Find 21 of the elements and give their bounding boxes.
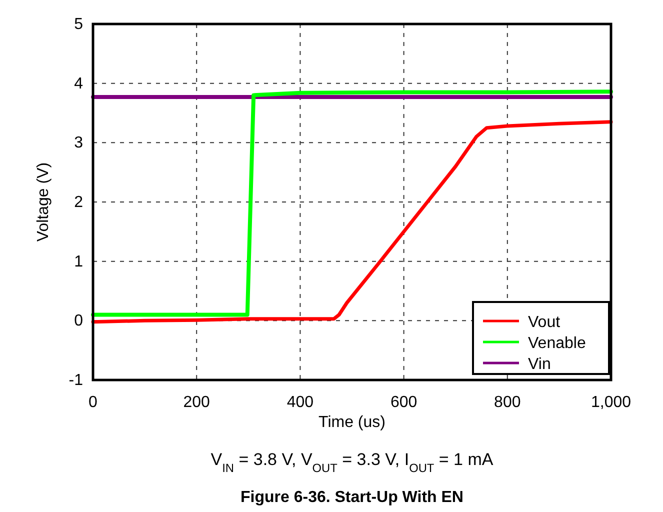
text: V$_{IN}$ = 3.8 V, V$_{OUT}$ = 3.3 V, I$_{OUT}$ = 1 mA bbox=[210, 450, 494, 475]
y-tick-label: 4 bbox=[74, 75, 84, 92]
legend-label: Venable bbox=[528, 335, 586, 352]
y-tick-label: 1 bbox=[74, 253, 84, 270]
y-axis-title: Voltage (V) bbox=[35, 162, 52, 242]
x-tick-label: 1,000 bbox=[590, 394, 632, 411]
y-tick-label: 5 bbox=[74, 16, 84, 33]
x-tick-label: 600 bbox=[390, 394, 418, 411]
y-tick-label: 2 bbox=[74, 194, 84, 211]
x-tick-label: 0 bbox=[88, 394, 98, 411]
line-series bbox=[91, 90, 613, 317]
y-tick-label: 3 bbox=[74, 134, 84, 152]
text: Figure 6-36. Start-Up With EN bbox=[240, 489, 464, 506]
y-tick-label: 0 bbox=[74, 312, 84, 330]
x-tick-label: 200 bbox=[183, 394, 210, 411]
legend-label: Vout bbox=[528, 314, 561, 331]
x-axis-title: Time (us) bbox=[318, 414, 386, 431]
legend-label: Vin bbox=[528, 356, 551, 373]
y-tick-label: -1 bbox=[68, 372, 84, 389]
x-tick-label: 400 bbox=[286, 394, 314, 411]
x-tick-label: 800 bbox=[494, 394, 521, 411]
